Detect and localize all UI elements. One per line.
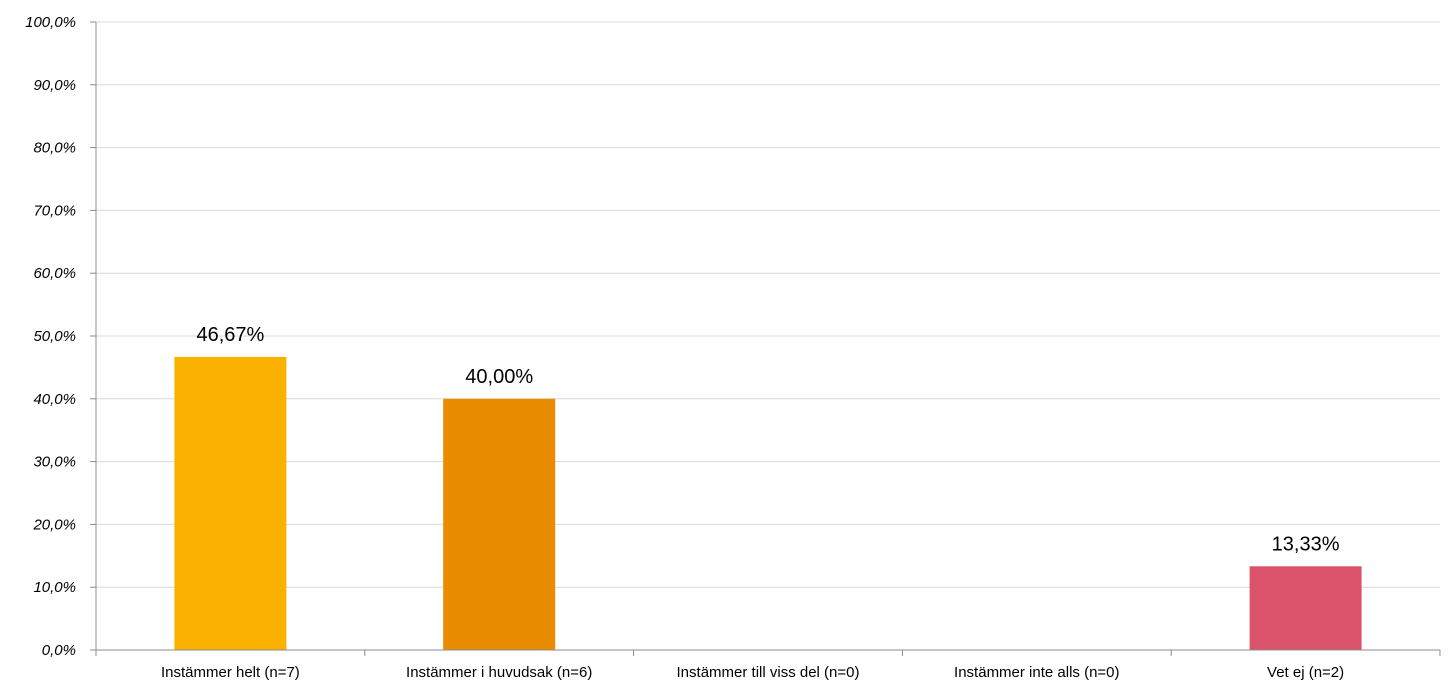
bar — [1249, 566, 1362, 650]
y-tick-label: 90,0% — [33, 77, 76, 94]
x-axis: Instämmer helt (n=7) Instämmer i huvudsak… — [95, 22, 1441, 681]
y-tick-label: 30,0% — [33, 454, 76, 471]
y-tick-label: 100,0% — [25, 14, 76, 31]
y-tick-label: 50,0% — [33, 328, 76, 345]
y-tick-label: 0,0% — [42, 642, 76, 659]
data-labels: 46,67% 40,00% 13,33% — [196, 324, 1339, 555]
y-axis-ticks: 0,0% 10,0% 20,0% 30,0% 40,0% 50,0% 60,0% 70,0% 8… — [25, 14, 96, 659]
y-tick-label: 70,0% — [33, 202, 76, 219]
bar — [174, 356, 287, 650]
x-category-label: Instämmer helt (n=7) — [161, 664, 300, 681]
gridlines — [96, 21, 1440, 588]
y-tick-label: 80,0% — [33, 140, 76, 157]
x-category-label: Instämmer till viss del (n=0) — [677, 664, 860, 681]
data-label: 40,00% — [465, 366, 533, 388]
y-tick-label: 10,0% — [33, 579, 76, 596]
data-label: 13,33% — [1272, 533, 1340, 555]
x-category-label: Vet ej (n=2) — [1267, 664, 1344, 681]
data-label: 46,67% — [196, 324, 264, 346]
x-category-label: Instämmer i huvudsak (n=6) — [406, 664, 592, 681]
y-tick-label: 40,0% — [33, 391, 76, 408]
y-tick-label: 20,0% — [32, 516, 76, 533]
bar — [443, 398, 556, 650]
bars — [174, 356, 1362, 650]
y-tick-label: 60,0% — [33, 265, 76, 282]
x-category-label: Instämmer inte alls (n=0) — [954, 664, 1119, 681]
